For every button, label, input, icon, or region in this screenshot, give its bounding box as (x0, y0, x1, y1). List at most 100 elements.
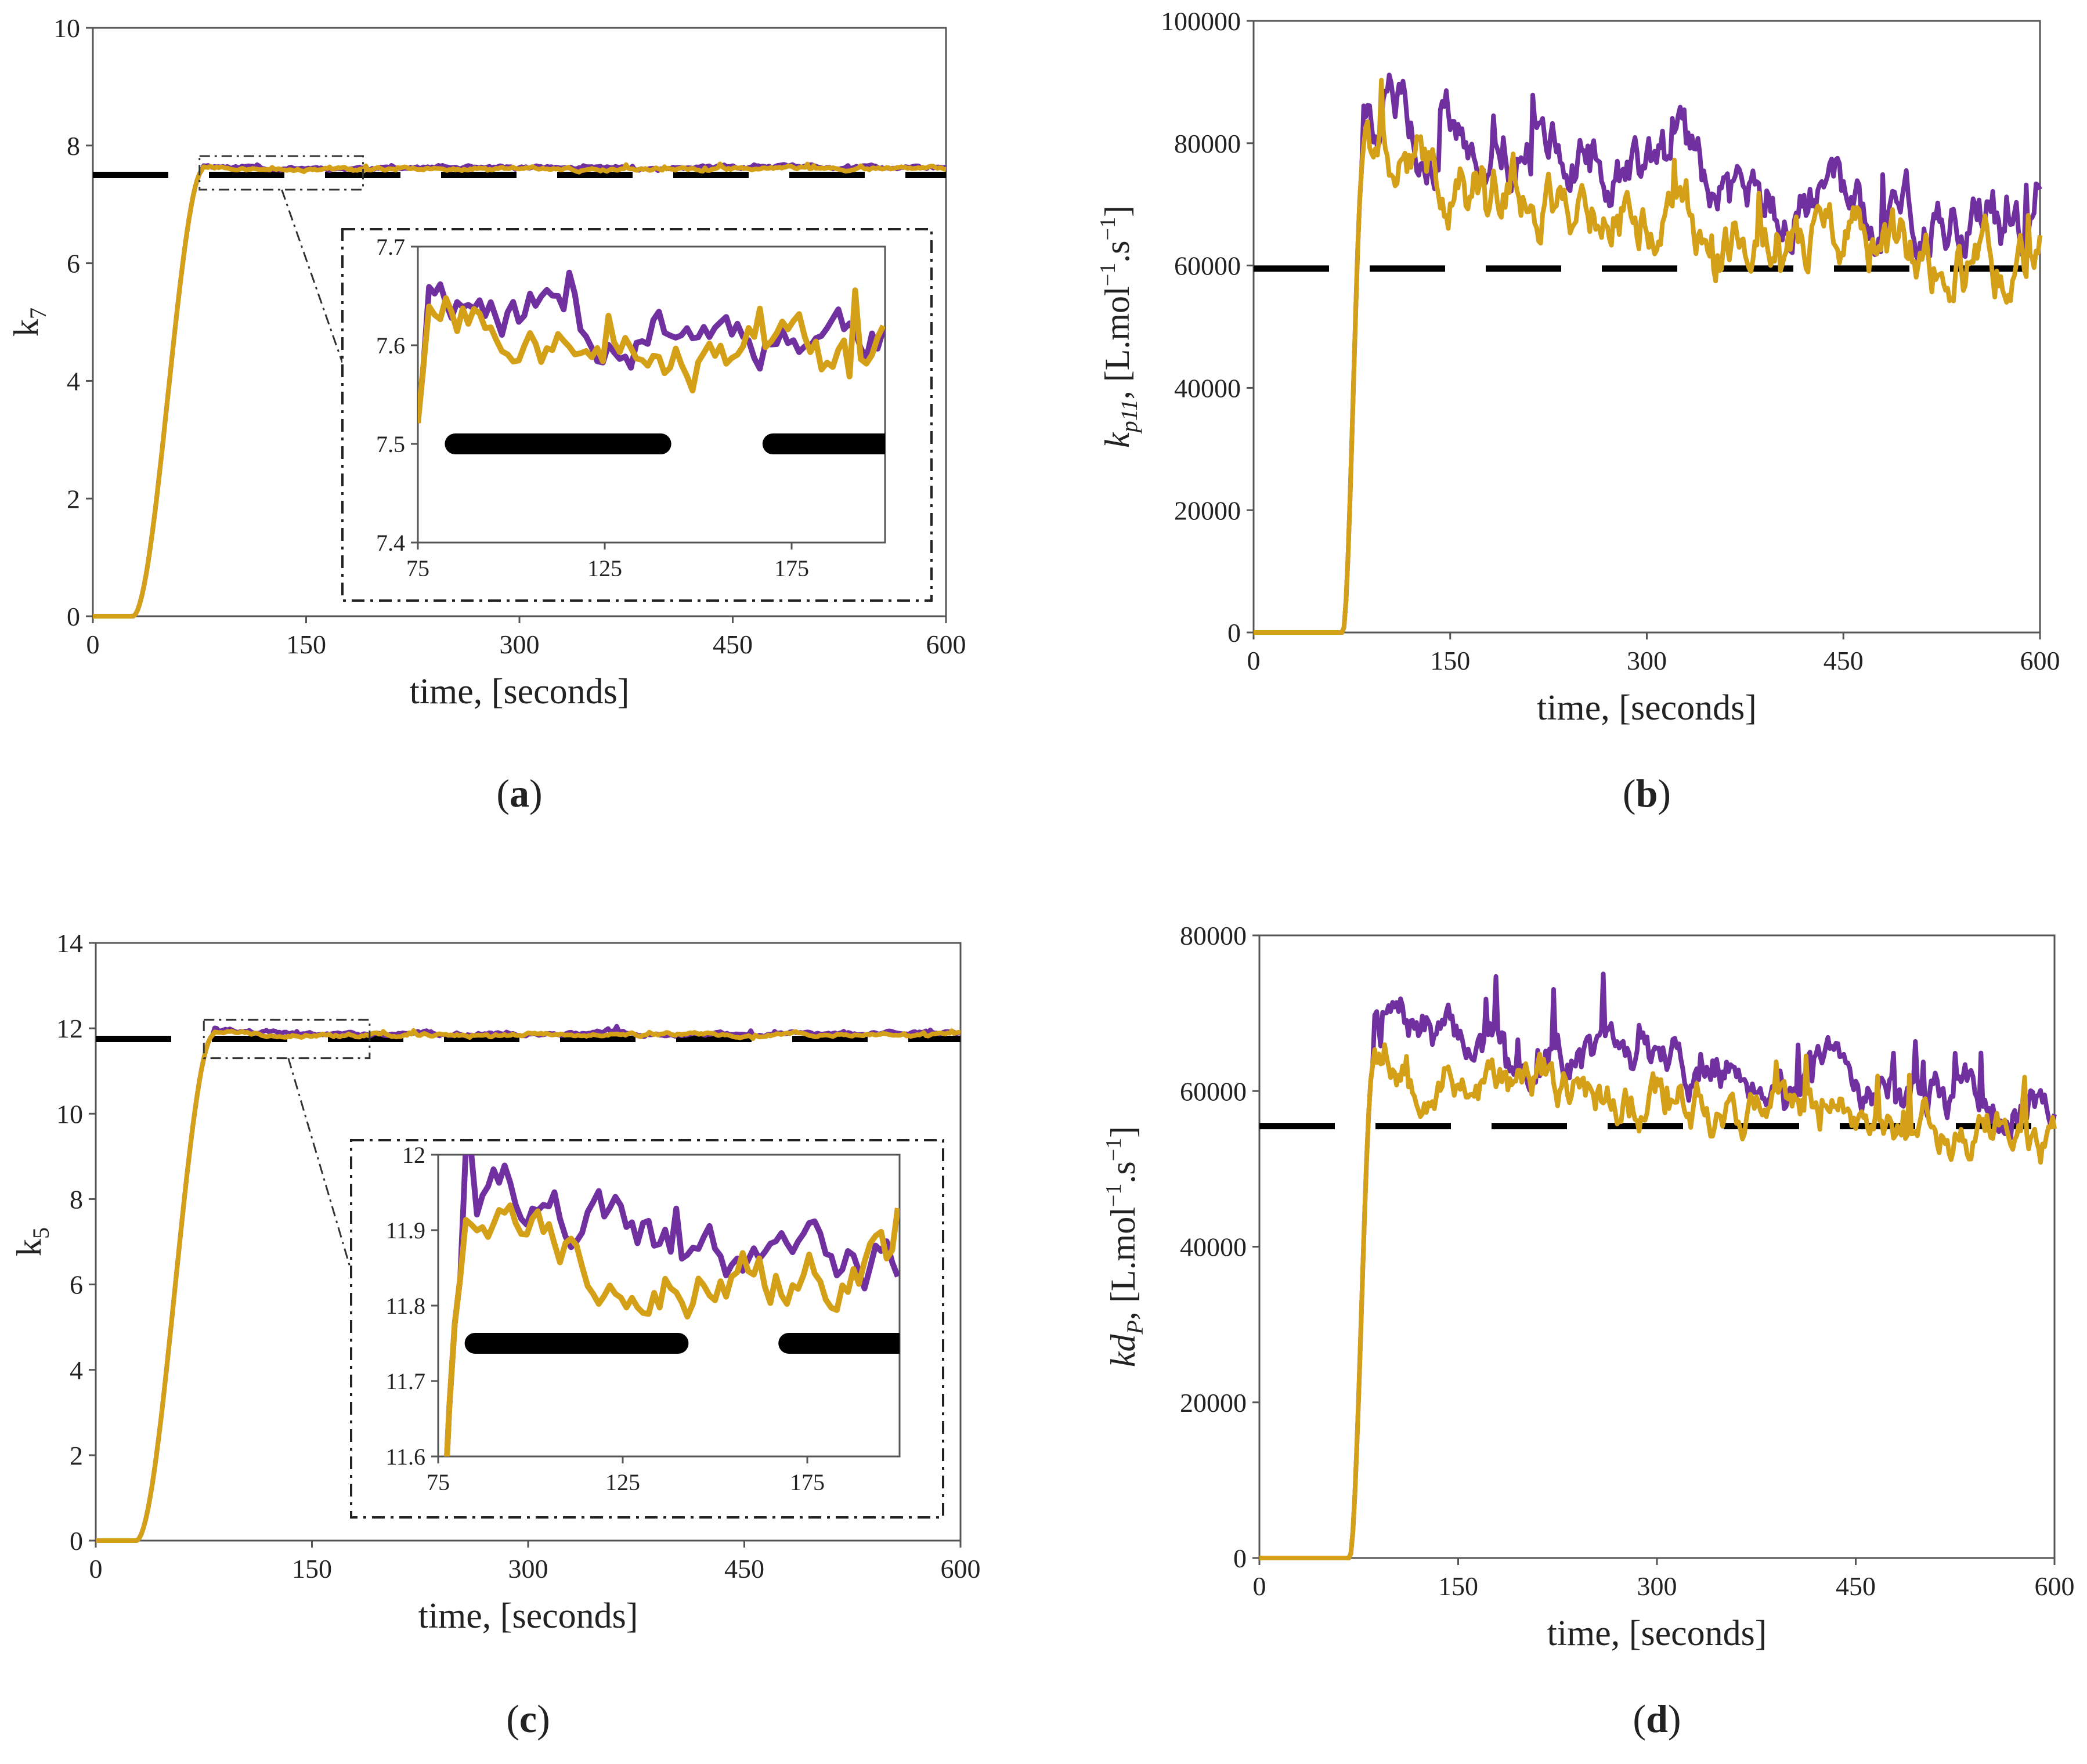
x-tick-label: 150 (1430, 646, 1470, 675)
y-tick-label: 60000 (1180, 1076, 1247, 1106)
x-tick-label: 0 (86, 630, 100, 659)
zoom-region-box (198, 155, 364, 191)
y-axis-label: kp11, [L.mol−1.s−1] (1096, 205, 1142, 448)
y-axis-label-close: ] (1098, 205, 1136, 217)
x-axis-label: time, [seconds] (418, 1596, 638, 1636)
x-tick-label: 450 (724, 1554, 764, 1584)
x-tick-label: 75 (406, 555, 429, 581)
inset-series-gold (418, 287, 885, 424)
y-tick-label: 0 (67, 602, 80, 631)
y-tick-label: 8 (70, 1185, 83, 1214)
y-axis-label-sub: P (1122, 1320, 1148, 1335)
y-axis-label-main: kd (1104, 1334, 1142, 1368)
chart-panel-c: 0 150 300 450 600 0 2 4 6 8 10 12 14 time, [seconds] k… (10, 928, 981, 1741)
y-axis-label: k5 (10, 1227, 54, 1256)
y-tick-label: 11.8 (385, 1293, 425, 1319)
y-tick-label: 100000 (1161, 6, 1241, 36)
inset-series-group (444, 1155, 900, 1456)
series-line-gold (1259, 1042, 2057, 1560)
panel-label-d: (d) (1633, 1697, 1681, 1741)
y-tick-label: 0 (1227, 618, 1241, 648)
y-axis-label: k7 (7, 308, 51, 337)
x-tick-label: 175 (774, 555, 809, 581)
y-tick-label: 4 (67, 367, 80, 396)
x-tick-label: 300 (500, 630, 540, 659)
x-tick-label: 0 (89, 1554, 103, 1584)
y-tick-label: 2 (70, 1441, 83, 1470)
y-tick-label: 40000 (1174, 374, 1241, 403)
x-tick-label: 450 (713, 630, 753, 659)
y-tick-label: 10 (53, 13, 80, 43)
x-tick-label: 600 (2020, 646, 2060, 675)
y-tick-label: 11.6 (385, 1444, 425, 1470)
chart-panel-d: 0 150 300 450 600 0 20000 40000 60000 80000 time, … (1102, 921, 2075, 1741)
series-line-gold (95, 1028, 961, 1543)
zoom-connector-line (287, 1058, 352, 1271)
x-tick-label: 125 (605, 1469, 640, 1495)
panel-label-close: ) (529, 771, 543, 815)
y-axis-label-unit: , [L.mol (1098, 286, 1136, 399)
y-axis-label-unit2: .s (1104, 1161, 1142, 1183)
y-axis-label: kdP, [L.mol−1.s−1] (1102, 1126, 1148, 1367)
panel-label-open: ( (1633, 1697, 1646, 1741)
panel-label-letter: d (1646, 1697, 1668, 1741)
panel-label-close: ) (1668, 1697, 1681, 1741)
x-tick-label: 300 (508, 1554, 548, 1584)
y-tick-label: 40000 (1180, 1232, 1247, 1262)
y-tick-label: 2 (67, 484, 80, 514)
panel-label-close: ) (1658, 771, 1671, 815)
y-tick-label: 80000 (1180, 921, 1247, 950)
panel-label-letter: c (519, 1697, 537, 1741)
y-tick-label: 20000 (1180, 1388, 1247, 1418)
x-tick-label: 450 (1824, 646, 1864, 675)
panel-label-letter: a (510, 771, 529, 815)
y-axis-label-unit2: .s (1098, 240, 1136, 262)
chart-panel-b: 0 150 300 450 600 0 20000 40000 60000 80000 100000… (1096, 6, 2060, 815)
y-tick-label: 7.5 (376, 431, 405, 457)
y-tick-label: 0 (1233, 1544, 1247, 1573)
x-tick-label: 0 (1253, 1571, 1266, 1601)
y-tick-label: 6 (67, 249, 80, 279)
panel-label-letter: b (1636, 771, 1658, 815)
y-tick-label: 0 (70, 1526, 83, 1556)
y-axis-label-close: ] (1104, 1126, 1142, 1138)
y-tick-label: 7.4 (376, 530, 405, 556)
panel-label-open: ( (496, 771, 510, 815)
x-tick-label: 300 (1637, 1571, 1677, 1601)
inset-chart: 75 125 175 7.4 7.5 7.6 7.7 (376, 234, 886, 581)
y-tick-label: 10 (56, 1099, 83, 1129)
x-tick-label: 150 (292, 1554, 332, 1584)
y-axis-label-main: k (1098, 432, 1136, 448)
panel-label-close: ) (537, 1697, 550, 1741)
panel-label-c: (c) (506, 1697, 550, 1741)
y-tick-label: 60000 (1174, 251, 1241, 281)
inset-series-group (418, 269, 885, 454)
y-tick-label: 11.7 (385, 1368, 425, 1394)
x-tick-label: 125 (587, 555, 622, 581)
y-axis-label-unit: , [L.mol (1104, 1207, 1142, 1320)
x-tick-label: 150 (286, 630, 326, 659)
x-tick-label: 600 (2035, 1571, 2075, 1601)
y-axis-label-sub: 5 (28, 1227, 54, 1239)
y-axis-label-sup2: −1 (1102, 1138, 1126, 1161)
y-tick-label: 4 (70, 1355, 83, 1385)
series-line-purple (1259, 971, 2057, 1560)
y-tick-label: 7.7 (376, 234, 405, 260)
zoom-connector-line (281, 189, 344, 363)
inset-series-purple (444, 1155, 900, 1456)
x-tick-label: 150 (1438, 1571, 1478, 1601)
y-axis-label-main: k (10, 1239, 48, 1256)
panel-label-a: (a) (496, 771, 542, 815)
y-axis-label-sup: −1 (1102, 1184, 1126, 1207)
chart-panel-a: 0 150 300 450 600 0 2 4 6 8 10 time, [seconds] k7 (a)… (7, 13, 966, 815)
x-tick-label: 300 (1627, 646, 1667, 675)
panel-label-b: (b) (1623, 771, 1671, 815)
y-axis-label-sup2: −1 (1096, 217, 1120, 240)
x-axis-label: time, [seconds] (410, 672, 630, 711)
y-tick-label: 7.6 (376, 332, 405, 359)
series-line-purple (1253, 73, 2042, 635)
y-axis-label-sub: 7 (25, 308, 51, 319)
panel-label-open: ( (1623, 771, 1636, 815)
y-axis-label-sub: p11 (1116, 399, 1142, 434)
